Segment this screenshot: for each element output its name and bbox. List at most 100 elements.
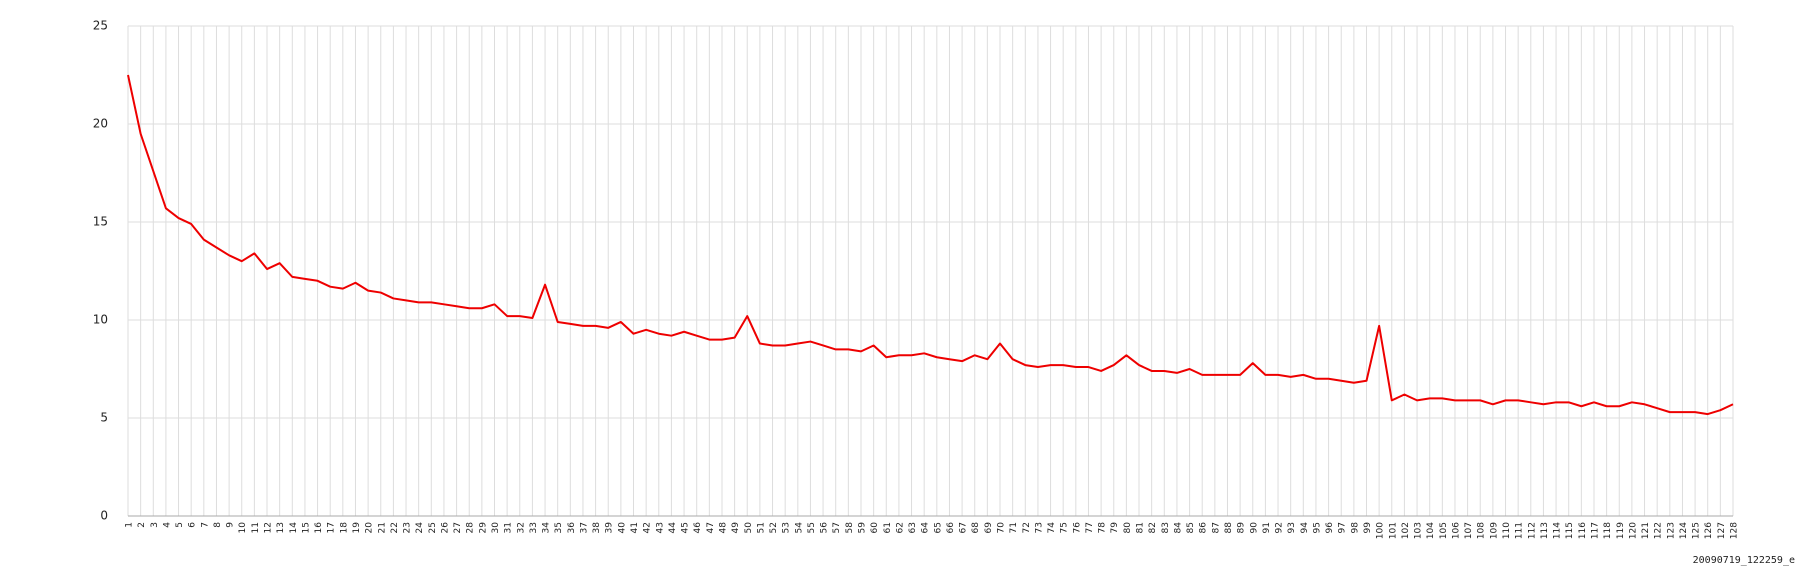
x-tick-label: 116 — [1578, 522, 1588, 539]
x-tick-label: 83 — [1161, 522, 1171, 533]
x-tick-label: 43 — [655, 522, 665, 533]
x-tick-label: 32 — [516, 522, 526, 533]
x-tick-label: 11 — [251, 522, 261, 533]
x-tick-label: 112 — [1527, 522, 1537, 539]
x-tick-label: 103 — [1414, 522, 1424, 539]
x-tick-label: 56 — [820, 522, 830, 534]
x-tick-label: 113 — [1540, 522, 1550, 539]
x-tick-label: 20 — [365, 522, 375, 534]
x-tick-label: 37 — [579, 522, 589, 533]
x-tick-label: 80 — [1123, 522, 1133, 534]
x-tick-label: 33 — [529, 522, 539, 533]
x-tick-label: 57 — [832, 522, 842, 533]
y-tick-label: 5 — [100, 411, 108, 425]
x-tick-label: 89 — [1237, 522, 1247, 534]
x-tick-label: 41 — [630, 522, 640, 533]
x-tick-label: 78 — [1098, 522, 1108, 534]
x-tick-label: 69 — [984, 522, 994, 534]
x-tick-label: 92 — [1275, 522, 1285, 533]
x-tick-label: 118 — [1603, 522, 1613, 539]
x-tick-label: 30 — [491, 522, 501, 534]
x-tick-label: 8 — [213, 522, 223, 528]
x-tick-label: 24 — [415, 522, 425, 534]
y-tick-label: 10 — [93, 313, 108, 327]
x-tick-label: 14 — [289, 522, 299, 534]
x-tick-label: 101 — [1388, 522, 1398, 539]
x-tick-label: 40 — [617, 522, 627, 534]
x-tick-label: 48 — [718, 522, 728, 534]
y-tick-label: 0 — [100, 509, 108, 523]
x-tick-label: 93 — [1287, 522, 1297, 533]
x-tick-label: 100 — [1376, 522, 1386, 539]
x-tick-label: 79 — [1110, 522, 1120, 534]
x-tick-label: 10 — [238, 522, 248, 534]
x-tick-label: 74 — [1047, 522, 1057, 534]
x-tick-label: 28 — [466, 522, 476, 534]
x-tick-label: 26 — [440, 522, 450, 534]
x-tick-label: 15 — [301, 522, 311, 533]
x-tick-label: 122 — [1654, 522, 1664, 539]
x-tick-label: 63 — [908, 522, 918, 533]
x-tick-label: 36 — [567, 522, 577, 534]
x-tick-label: 67 — [959, 522, 969, 533]
x-tick-label: 87 — [1211, 522, 1221, 533]
x-tick-label: 123 — [1666, 522, 1676, 539]
x-tick-label: 105 — [1439, 522, 1449, 539]
x-tick-label: 75 — [1060, 522, 1070, 533]
x-tick-label: 51 — [756, 522, 766, 533]
x-tick-label: 49 — [731, 522, 741, 534]
data-line — [127, 74, 1734, 416]
x-tick-label: 16 — [314, 522, 324, 534]
x-tick-label: 39 — [605, 522, 615, 534]
x-tick-label: 70 — [997, 522, 1007, 534]
x-tick-label: 6 — [188, 522, 198, 528]
x-tick-label: 52 — [769, 522, 779, 533]
x-tick-label: 17 — [327, 522, 337, 533]
x-tick-label: 22 — [390, 522, 400, 533]
x-tick-label: 1 — [125, 522, 135, 528]
x-tick-label: 99 — [1363, 522, 1373, 534]
x-tick-label: 9 — [226, 522, 236, 528]
x-tick-label: 90 — [1249, 522, 1259, 534]
x-tick-label: 111 — [1515, 522, 1525, 539]
x-tick-label: 54 — [794, 522, 804, 534]
x-tick-label: 34 — [542, 522, 552, 534]
x-tick-label: 104 — [1426, 522, 1436, 539]
x-tick-label: 91 — [1262, 522, 1272, 533]
x-tick-label: 2 — [137, 522, 147, 528]
x-tick-label: 107 — [1464, 522, 1474, 539]
x-tick-label: 95 — [1312, 522, 1322, 533]
x-tick-label: 50 — [744, 522, 754, 534]
y-tick-label: 20 — [93, 117, 108, 131]
x-tick-label: 47 — [706, 522, 716, 533]
x-tick-label: 77 — [1085, 522, 1095, 533]
x-tick-label: 128 — [1730, 522, 1740, 539]
x-tick-label: 21 — [377, 522, 387, 533]
x-tick-label: 3 — [150, 522, 160, 528]
x-tick-label: 25 — [428, 522, 438, 533]
x-tick-label: 62 — [895, 522, 905, 533]
x-tick-label: 94 — [1300, 522, 1310, 534]
y-tick-label: 15 — [93, 215, 108, 229]
x-tick-label: 7 — [200, 522, 210, 528]
x-tick-label: 86 — [1199, 522, 1209, 534]
x-tick-label: 117 — [1590, 522, 1600, 539]
x-tick-label: 125 — [1692, 522, 1702, 539]
x-tick-label: 31 — [504, 522, 514, 533]
x-tick-label: 13 — [276, 522, 286, 533]
x-tick-label: 81 — [1136, 522, 1146, 533]
x-tick-label: 68 — [971, 522, 981, 534]
x-tick-label: 18 — [339, 522, 349, 534]
x-tick-label: 114 — [1553, 522, 1563, 539]
x-tick-label: 29 — [478, 522, 488, 534]
x-tick-label: 5 — [175, 522, 185, 528]
x-tick-label: 82 — [1148, 522, 1158, 533]
x-tick-label: 72 — [1022, 522, 1032, 533]
x-tick-label: 23 — [403, 522, 413, 533]
x-tick-label: 119 — [1616, 522, 1626, 539]
x-tick-label: 66 — [946, 522, 956, 534]
x-tick-label: 45 — [681, 522, 691, 533]
x-tick-label: 110 — [1502, 522, 1512, 539]
x-tick-label: 59 — [857, 522, 867, 534]
